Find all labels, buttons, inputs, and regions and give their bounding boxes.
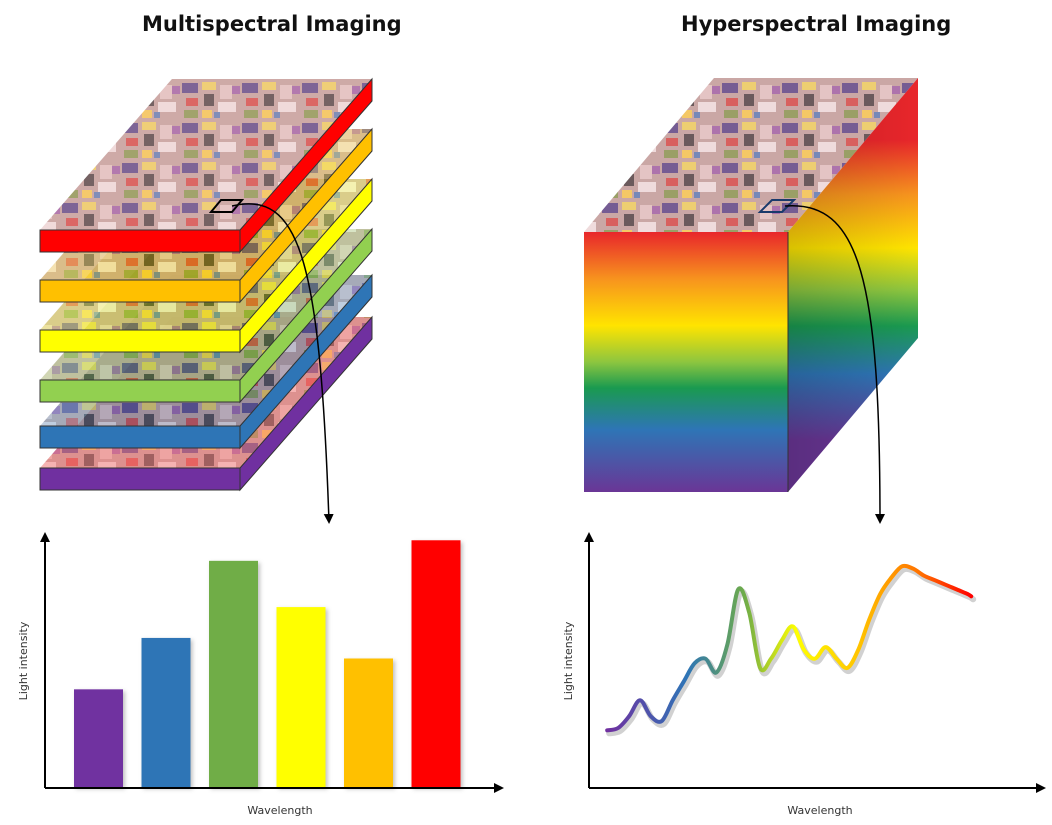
line-chart-xlabel: Wavelength <box>787 804 852 817</box>
cube-top-tint <box>584 78 918 232</box>
multispectral-title: Multispectral Imaging <box>142 12 402 36</box>
pixel-marker-hyper <box>757 199 797 213</box>
line-chart: Light intensity Wavelength <box>562 532 1046 817</box>
layer-red <box>39 77 373 254</box>
hyperspectral-title: Hyperspectral Imaging <box>681 12 952 36</box>
layer-yellow-front <box>39 329 241 353</box>
bar-chart: Light intensity Wavelength <box>17 532 504 817</box>
bar-chart-xlabel: Wavelength <box>247 804 312 817</box>
bar-violet <box>74 689 123 787</box>
arrow-hyper <box>784 205 885 524</box>
layer-red-top-tint <box>40 79 372 230</box>
spectrum-line <box>605 563 974 733</box>
layer-orange-front <box>39 279 241 303</box>
pixel-marker-multi <box>208 199 245 213</box>
bar-yellow <box>276 607 326 787</box>
spectrum-line-shadow <box>606 565 977 737</box>
bar-chart-ylabel: Light intensity <box>17 621 30 700</box>
bar-blue <box>141 637 191 787</box>
cube-front <box>584 232 788 492</box>
layer-violet-front <box>39 467 241 491</box>
cube-side-shade <box>788 78 918 492</box>
bar-orange <box>344 658 393 787</box>
arrow-multi <box>231 203 334 524</box>
hyperspectral-cube <box>584 78 918 524</box>
layer-red-front <box>39 229 241 253</box>
bar-red <box>411 540 461 787</box>
layer-green-front <box>39 379 241 403</box>
layer-red-top <box>40 79 372 230</box>
cube-top <box>584 78 918 232</box>
layer-blue-front <box>39 425 241 449</box>
line-chart-ylabel: Light intensity <box>562 621 575 700</box>
bar-green <box>209 560 258 787</box>
multispectral-stack <box>39 77 373 524</box>
